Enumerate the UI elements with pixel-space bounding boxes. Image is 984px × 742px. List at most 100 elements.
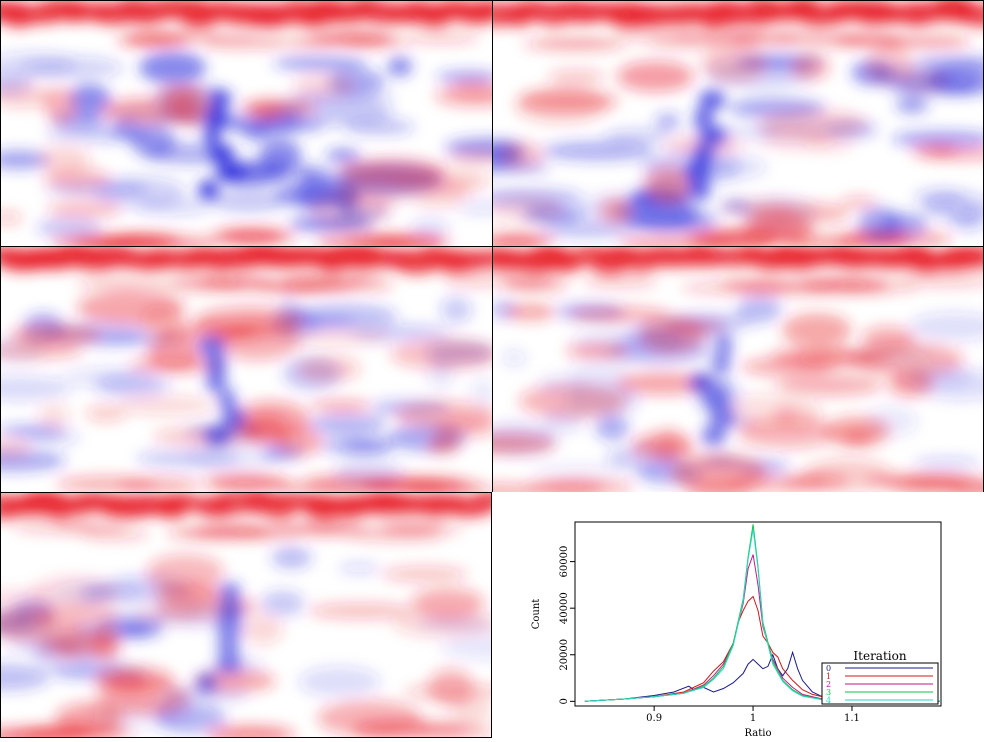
map-blob [76,290,185,326]
map-blob [471,492,492,510]
map-blob [103,671,149,693]
y-axis-label: Count [531,599,542,630]
series-line-1 [584,595,942,702]
map-blob [803,458,893,492]
map-blob [440,633,492,660]
map-blob [403,683,492,700]
map-blob [907,312,984,341]
map-blob [260,590,305,617]
histogram-svg: 0 20000 40000 60000 0.9 1 1.1 Ratio Count Ite… [531,521,942,739]
map-blob [218,162,247,182]
map-blob [440,296,472,324]
map-blob [292,74,356,97]
map-blob [541,141,655,161]
map-blob [43,87,78,124]
map-blob [201,32,264,45]
y-tick-label: 20000 [559,639,570,671]
map-blob [603,129,672,145]
map-blob [726,394,799,432]
map-blob [0,437,32,459]
map-blob [333,459,404,486]
map-blob [187,439,284,471]
x-tick-label: 0.9 [646,713,662,724]
map-blob [840,196,878,209]
map-blob [501,349,527,367]
map-blob [309,189,392,230]
legend-label-1: 1 [826,672,831,681]
legend-label-0: 0 [826,664,831,673]
map-blob [499,141,544,168]
map-blob [204,126,221,146]
map-blob [89,625,121,661]
map-blob [208,144,234,164]
x-axis-ticks: 0.9 1 1.1 [646,706,860,724]
map-blob [211,90,228,110]
map-blob [166,527,260,540]
map-blob [736,295,782,323]
map-blob [209,476,295,492]
map-svg-1 [492,0,984,246]
map-blob [108,232,181,246]
map-blob [308,414,387,436]
map-blob [345,118,415,136]
map-blob [0,727,90,738]
map-blob [913,369,984,401]
map-panel-iteration-3 [492,246,984,492]
map-blob [404,31,480,44]
map-blob [242,614,284,645]
map-blob [853,342,964,377]
map-blob [68,84,111,114]
map-blob [235,527,304,540]
map-blob [781,313,852,348]
map-blob [194,306,304,338]
map-blob [865,46,914,83]
map-blob [325,149,361,162]
map-blob [687,180,711,200]
map-blob [28,575,120,613]
map-blob [310,400,372,413]
map-blob [271,546,312,569]
map-panel-iteration-1 [492,0,984,246]
map-blob [1,2,38,28]
map-blob [471,249,492,269]
map-blob [205,372,228,392]
map-blob [290,329,391,345]
map-blob [770,347,876,365]
map-blob [840,429,875,446]
map-panel-iteration-4 [0,492,492,738]
map-blob [654,428,685,461]
map-blob [654,112,681,131]
map-blob [802,282,892,295]
map-blob [492,433,557,454]
map-blob [531,465,630,476]
map-blob [492,195,564,224]
map-blob [670,453,768,492]
map-blob [36,218,102,238]
map-blob [426,441,459,455]
map-blob [76,277,161,290]
map-texture [0,0,492,246]
map-blob [569,359,630,388]
map-blob [240,98,317,117]
series-lines [584,524,942,702]
map-svg-0 [0,0,492,246]
map-blob [317,700,423,737]
map-blob [451,698,492,724]
map-panel-iteration-0 [0,0,492,246]
x-tick-label: 1 [750,713,756,724]
map-svg-3 [492,246,984,492]
map-blob [205,354,228,374]
map-blob [548,69,605,85]
map-blob [85,405,127,422]
map-blob [492,482,540,492]
map-blob [38,145,91,175]
map-blob [837,35,917,48]
map-blob [408,180,470,208]
map-blob [168,88,214,127]
legend-title: Iteration [853,649,906,663]
map-blob [433,417,492,438]
map-blob [204,426,231,446]
map-blob [116,395,216,416]
map-blob [209,228,297,245]
